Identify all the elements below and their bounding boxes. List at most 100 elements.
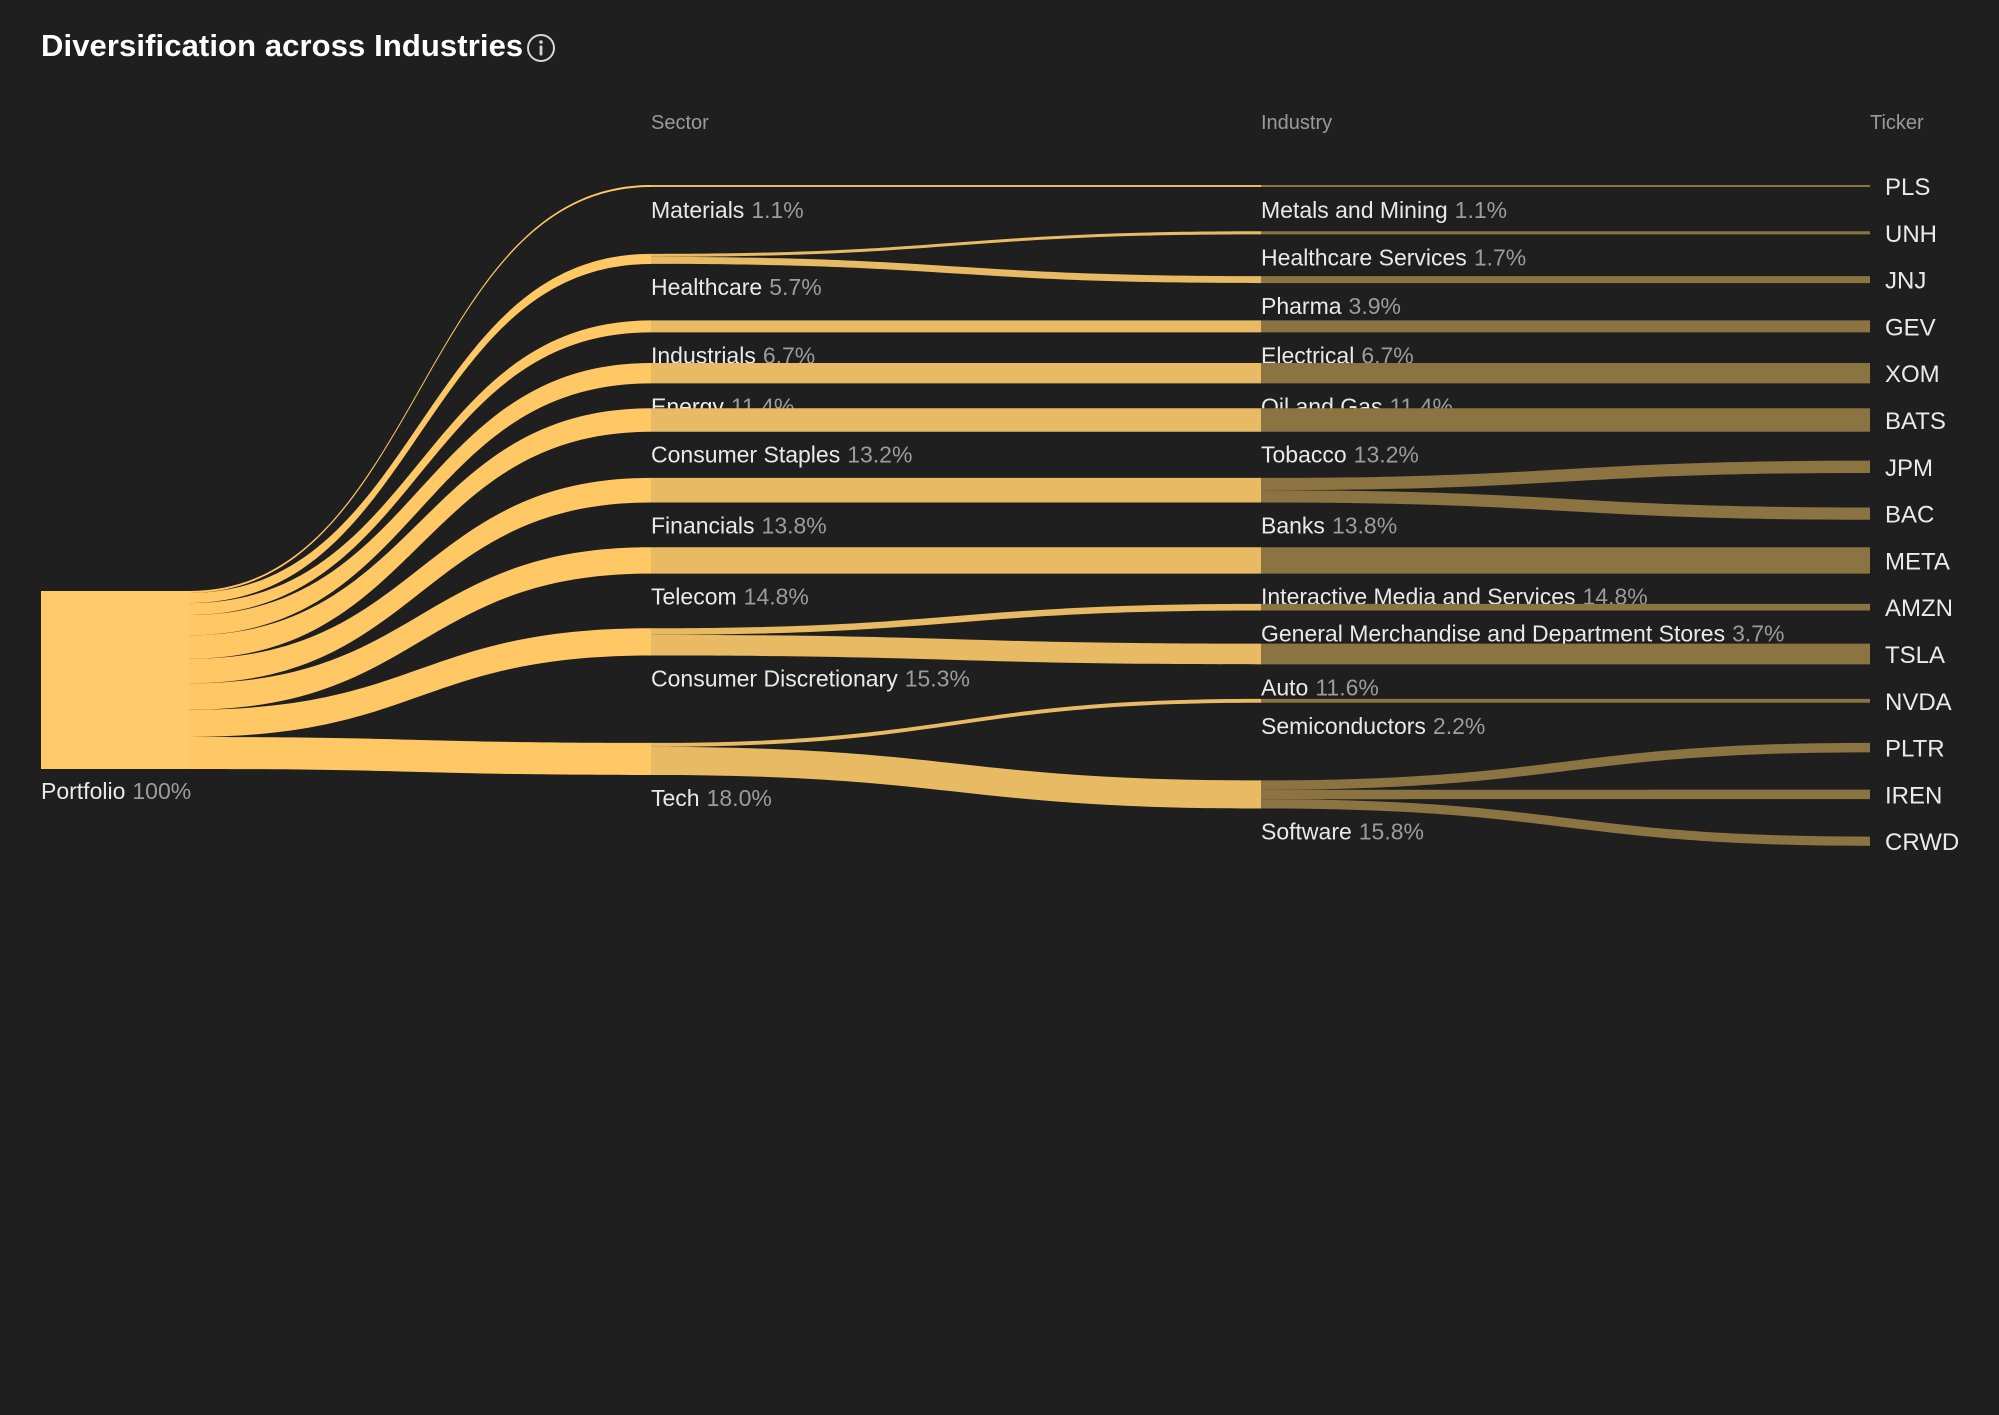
label-sector-telecom-name: Telecom [651,584,737,610]
ticker-jpm: JPM [1885,455,1933,482]
link-healthcare-healthcare-services [651,231,1261,257]
label-sector-materials: Materials 1.1% [651,197,804,223]
label-sector-materials-name: Materials [651,197,744,223]
ticker-meta: META [1885,548,1950,575]
link-software-pltr [1261,742,1870,790]
ticker-xom: XOM [1885,361,1940,388]
link-tech-semiconductors [651,698,1261,747]
label-industry-healthcare-services-value: 1.7% [1474,244,1526,270]
label-industry-auto-value: 11.6% [1315,674,1379,700]
link-auto-tsla [1261,643,1870,665]
label-portfolio-value: 100% [132,778,191,804]
info-icon[interactable] [526,33,556,63]
label-industry-semiconductors-name: Semiconductors [1261,713,1426,739]
label-sector-telecom: Telecom 14.8% [651,584,809,610]
link-pharma-jnj [1261,276,1870,284]
ticker-crwd: CRWD [1885,829,1959,856]
label-industry-general-merchandise-and-department-stores-name: General Merchandise and Department Store… [1261,620,1725,646]
label-sector-financials-name: Financials [651,512,755,538]
link-interactive-media-and-services-meta [1261,547,1870,574]
label-industry-pharma-name: Pharma [1261,293,1342,319]
label-sector-consumer-staples-value: 13.2% [847,442,912,468]
label-sector-materials-value: 1.1% [751,197,803,223]
link-portfolio-consumer-discretionary [189,628,651,737]
link-energy-oil-and-gas [651,363,1261,384]
link-software-iren [1261,789,1870,800]
ticker-iren: IREN [1885,782,1942,809]
column-header-sector: Sector [651,112,709,134]
link-consumer-staples-tobacco [651,408,1261,432]
link-portfolio-materials [189,185,651,593]
label-sector-tech: Tech 18.0% [651,785,772,811]
ticker-bats: BATS [1885,408,1946,435]
link-portfolio-industrials [189,320,651,616]
link-industrials-electrical [651,320,1261,333]
link-portfolio-consumer-staples [189,408,651,659]
label-industry-banks-name: Banks [1261,512,1325,538]
node-portfolio [41,591,189,769]
label-sector-healthcare-value: 5.7% [769,274,821,300]
label-sector-healthcare: Healthcare 5.7% [651,274,822,300]
link-oil-and-gas-xom [1261,363,1870,384]
label-industry-pharma: Pharma 3.9% [1261,293,1401,319]
ticker-tsla: TSLA [1885,642,1945,669]
label-portfolio: Portfolio 100% [41,778,191,804]
link-financials-banks [651,477,1261,503]
label-sector-consumer-staples-name: Consumer Staples [651,442,840,468]
label-sector-healthcare-name: Healthcare [651,274,762,300]
label-industry-pharma-value: 3.9% [1349,293,1401,319]
link-tech-software [651,746,1261,809]
link-portfolio-financials [189,477,651,684]
link-materials-metals-and-mining [651,185,1261,187]
label-industry-general-merchandise-and-department-stores-value: 3.7% [1732,620,1784,646]
label-industry-semiconductors: Semiconductors 2.2% [1261,713,1485,739]
link-portfolio-telecom [189,547,651,710]
link-tobacco-bats [1261,408,1870,432]
label-industry-auto-name: Auto [1261,674,1308,700]
label-industry-healthcare-services: Healthcare Services 1.7% [1261,244,1526,270]
chart-title: Diversification across Industries [41,28,524,63]
label-sector-consumer-staples: Consumer Staples 13.2% [651,442,912,468]
label-industry-banks: Banks 13.8% [1261,512,1397,538]
link-metals-and-mining-pls [1261,185,1870,187]
label-sector-tech-name: Tech [651,785,700,811]
label-portfolio-name: Portfolio [41,778,125,804]
label-sector-financials-value: 13.8% [762,512,827,538]
ticker-jnj: JNJ [1885,268,1926,295]
link-portfolio-tech [189,736,651,775]
column-header-ticker: Ticker [1870,112,1924,134]
ticker-pls: PLS [1885,174,1930,201]
link-portfolio-energy [189,363,651,636]
ticker-amzn: AMZN [1885,595,1953,622]
ticker-nvda: NVDA [1885,689,1952,716]
info-icon-glyph [527,34,555,62]
label-industry-tobacco-value: 13.2% [1354,442,1419,468]
link-software-crwd [1261,799,1870,846]
label-sector-consumer-discretionary-value: 15.3% [905,665,970,691]
label-sector-consumer-discretionary: Consumer Discretionary 15.3% [651,665,970,691]
ticker-unh: UNH [1885,221,1937,248]
label-industry-auto: Auto 11.6% [1261,674,1379,700]
label-sector-financials: Financials 13.8% [651,512,827,538]
link-electrical-gev [1261,320,1870,333]
link-general-merchandise-and-department-stores-amzn [1261,603,1870,611]
link-banks-bac [1261,490,1870,520]
label-industry-metals-and-mining-name: Metals and Mining [1261,197,1448,223]
link-consumer-discretionary-auto [651,634,1261,665]
link-healthcare-services-unh [1261,231,1870,235]
label-industry-software: Software 15.8% [1261,818,1424,844]
ticker-gev: GEV [1885,314,1936,341]
link-portfolio-healthcare [189,253,651,604]
label-industry-healthcare-services-name: Healthcare Services [1261,244,1467,270]
column-header-industry: Industry [1261,112,1333,134]
label-industry-tobacco: Tobacco 13.2% [1261,442,1419,468]
link-semiconductors-nvda [1261,698,1870,703]
link-telecom-interactive-media-and-services [651,547,1261,574]
label-industry-software-name: Software [1261,818,1352,844]
label-industry-semiconductors-value: 2.2% [1433,713,1485,739]
link-healthcare-pharma [651,256,1261,284]
link-consumer-discretionary-general-merchandise-and-department-stores [651,603,1261,635]
label-industry-metals-and-mining: Metals and Mining 1.1% [1261,197,1507,223]
label-sector-telecom-value: 14.8% [744,584,809,610]
